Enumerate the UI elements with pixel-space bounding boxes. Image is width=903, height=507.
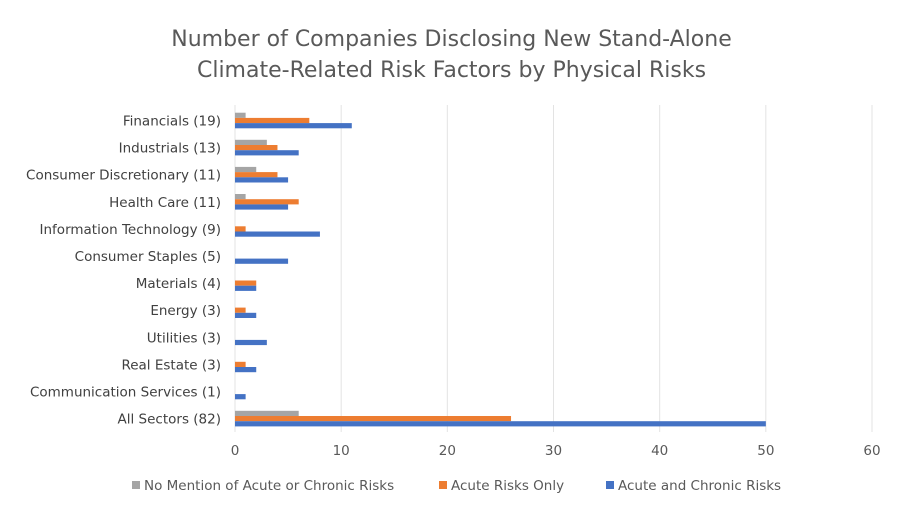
legend-swatch — [606, 481, 614, 489]
category-label: Consumer Staples (5) — [75, 249, 221, 265]
bar — [235, 166, 257, 173]
category-label: Consumer Discretionary (11) — [26, 168, 221, 184]
x-tick-label: 0 — [231, 443, 240, 459]
category-label: Financials (19) — [123, 114, 221, 130]
bar — [235, 285, 257, 291]
category-label: All Sectors (82) — [118, 412, 221, 428]
category-label: Industrials (13) — [119, 141, 221, 157]
bar — [235, 145, 278, 151]
x-tick-label: 50 — [757, 443, 774, 459]
category-label: Real Estate (3) — [121, 357, 221, 373]
chart-title-line-1: Number of Companies Disclosing New Stand… — [171, 27, 732, 52]
bar — [235, 117, 310, 124]
x-tick-label: 20 — [439, 443, 456, 459]
bar — [235, 394, 246, 400]
bar — [235, 312, 257, 318]
bar — [235, 226, 246, 232]
bar — [235, 172, 278, 178]
bar — [235, 123, 352, 129]
legend-label: Acute and Chronic Risks — [618, 478, 781, 494]
legend-label: Acute Risks Only — [451, 478, 564, 494]
bar — [235, 194, 246, 200]
bar — [235, 339, 267, 346]
bar — [235, 150, 299, 156]
bar — [235, 112, 246, 118]
bar — [235, 177, 289, 183]
chart-title-line-2: Climate-Related Risk Factors by Physical… — [196, 58, 707, 83]
category-label: Utilities (3) — [147, 330, 221, 346]
bar — [235, 199, 299, 205]
bar — [235, 204, 289, 210]
category-label: Materials (4) — [136, 276, 221, 292]
chart-title: Number of Companies Disclosing New Stand… — [0, 24, 903, 86]
bar — [235, 307, 246, 313]
bar — [235, 231, 320, 237]
legend-swatch — [439, 481, 447, 489]
bar — [235, 361, 246, 367]
x-tick-label: 10 — [333, 443, 350, 459]
x-tick-label: 60 — [863, 443, 880, 459]
category-label: Energy (3) — [150, 303, 221, 319]
x-tick-label: 30 — [545, 443, 562, 459]
bar — [235, 410, 299, 416]
legend-swatch — [132, 481, 140, 489]
category-label: Health Care (11) — [109, 195, 221, 211]
legend-label: No Mention of Acute or Chronic Risks — [144, 478, 394, 494]
x-tick-label: 40 — [651, 443, 668, 459]
bar — [235, 280, 257, 286]
bar — [235, 367, 257, 373]
category-label: Communication Services (1) — [30, 385, 221, 401]
bar — [235, 258, 289, 264]
bar — [235, 421, 766, 427]
bar — [235, 139, 267, 145]
bar — [235, 416, 512, 422]
category-label: Information Technology (9) — [40, 222, 221, 238]
